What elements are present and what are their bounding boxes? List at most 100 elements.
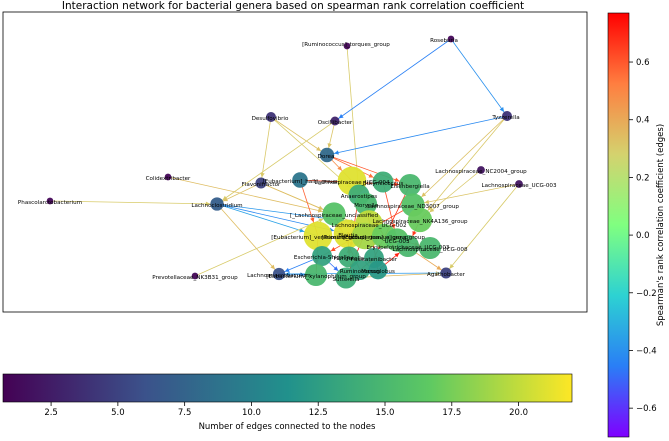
edge-phasco-lachnoclost xyxy=(49,200,218,205)
node-colorbar-tick-label: 12.5 xyxy=(309,408,328,418)
node-label: [Eubacterium]_ventriosum_group xyxy=(271,235,365,241)
node-flavo[interactable] xyxy=(255,177,267,189)
node-prevot[interactable] xyxy=(191,272,199,280)
node-colorbar-gradient xyxy=(2,373,573,403)
node-dorea[interactable] xyxy=(319,147,335,163)
node-label: Dorea xyxy=(318,154,335,160)
labels-layer: [Ruminococcus]_torques_group Roseburia Des… xyxy=(18,38,557,283)
edge-arrowhead-39 xyxy=(284,267,290,272)
node-erysip[interactable] xyxy=(396,234,420,258)
edge-arrowhead-40 xyxy=(333,266,339,271)
node-colide[interactable] xyxy=(164,173,172,181)
edge-arrowhead-28 xyxy=(391,223,396,229)
node-butyr[interactable] xyxy=(372,171,394,193)
node-eubhal[interactable] xyxy=(292,172,308,188)
node-colorbar-tick-label: 15.0 xyxy=(376,408,395,418)
node-label: Colidextribacter xyxy=(146,176,191,182)
edge-arrowhead-20 xyxy=(318,218,324,223)
node-phasco[interactable] xyxy=(46,197,54,205)
edge-arrowhead-49 xyxy=(285,271,290,277)
edge-arrowhead-7 xyxy=(327,143,332,148)
node-lachnoanaero[interactable] xyxy=(272,267,286,281)
node-label: [Ruminococcus]_gnavus_group xyxy=(322,235,409,241)
node-label: Sutterella xyxy=(332,277,359,283)
edge-arrowhead-21 xyxy=(368,173,374,178)
node-label: Roseburia xyxy=(430,38,458,44)
edge-colorbar-gradient xyxy=(607,12,630,438)
node-tyzz[interactable] xyxy=(502,111,512,121)
node-lachnc[interactable] xyxy=(477,166,485,174)
node-roseburia[interactable] xyxy=(447,35,455,43)
node-label: Monoglobus xyxy=(361,269,395,275)
node-label: Anaerostipes xyxy=(341,194,377,200)
node-colorbar-tick-label: 10.0 xyxy=(242,408,261,418)
node-label: [Ruminococcus]_torques_group xyxy=(302,42,390,48)
edge-arrowhead-9 xyxy=(427,205,433,211)
node-eubvent[interactable] xyxy=(303,221,333,251)
node-label: Agathobacter xyxy=(427,272,466,278)
node-lucg8[interactable] xyxy=(418,236,442,260)
node-label: Lachnospiraceae_UCG-008 xyxy=(392,247,468,253)
node-lachnoclost[interactable] xyxy=(210,197,224,211)
node-ruminoc[interactable] xyxy=(350,260,370,280)
node-oscill[interactable] xyxy=(330,116,340,126)
node-eubxyl[interactable] xyxy=(304,263,328,287)
edge-arrowhead-10 xyxy=(421,192,427,198)
edge-colide-flachno xyxy=(167,176,335,215)
node-label: Blautia xyxy=(338,233,358,239)
edge-roseburia-tyzz xyxy=(450,38,508,117)
node-label: UCG-003 xyxy=(384,239,409,245)
edge-colorbar-tick-label: 0.0 xyxy=(636,231,650,241)
node-moryella[interactable] xyxy=(354,192,378,216)
node-label: [_Lachnospiraceae_unclassified xyxy=(290,213,379,219)
node-colorbar-tick-label: 2.5 xyxy=(44,408,58,418)
node-lucg3[interactable] xyxy=(515,180,523,188)
edge-arrowhead-43 xyxy=(394,252,400,258)
node-label: Lachnospiraceae_NC2004_group xyxy=(435,169,527,175)
node-nk4a[interactable] xyxy=(407,207,433,233)
node-label: Erysipelotrichaceae_UCG-003 xyxy=(367,245,450,251)
edge-lucg3-agatho xyxy=(445,183,520,274)
node-label: Lachnospiraceae_UCG-004 xyxy=(314,180,390,186)
edge-colorbar-tick-label: 0.4 xyxy=(636,116,650,126)
node-desulfo[interactable] xyxy=(266,112,276,122)
network-plot-area xyxy=(2,11,588,313)
node-label: Escherichia-Shigella xyxy=(294,255,350,261)
edge-lachnoclost-lachnoanaero xyxy=(216,203,280,275)
node-eisen[interactable] xyxy=(398,173,422,197)
nodes-layer xyxy=(46,35,523,289)
node-monog[interactable] xyxy=(368,260,388,280)
node-agatho[interactable] xyxy=(440,267,452,279)
node-escher[interactable] xyxy=(312,246,332,266)
node-rumino[interactable] xyxy=(343,42,351,50)
edge-arrowhead-27 xyxy=(310,217,315,223)
node-label: [Eubacterium]_eligens_group xyxy=(343,235,425,241)
edge-arrowhead-22 xyxy=(337,165,343,171)
edge-lucg3-lnd3007 xyxy=(412,183,520,206)
node-label: Fusicatenibacter xyxy=(351,257,398,263)
edge-arrowhead-4 xyxy=(338,114,344,119)
edge-arrowhead-44 xyxy=(394,182,399,187)
node-rumgn[interactable] xyxy=(351,222,379,250)
node-label: Eisenbergiella xyxy=(390,184,429,190)
node-flachno[interactable] xyxy=(322,202,346,226)
edge-colorbar-label: Spearman's rank correlation coefficient … xyxy=(656,124,666,326)
edge-arrowhead-5 xyxy=(499,107,505,112)
node-label: Lachnospiraceae_UCG-002 xyxy=(331,223,406,229)
node-label: Lachnoclostridium xyxy=(191,203,242,209)
node-colorbar-tick-label: 17.5 xyxy=(442,408,461,418)
edge-arrowhead-25 xyxy=(424,199,430,205)
node-colorbar-tick-label: 20.0 xyxy=(509,408,528,418)
edge-colorbar-tick-label: 0.2 xyxy=(636,173,650,183)
node-label: Prevotellaceae_NK3B31_group xyxy=(152,275,238,281)
edge-tyzz-nk4a xyxy=(419,115,508,221)
edge-arrowhead-24 xyxy=(429,207,435,213)
edge-colorbar-ticks: 0.6 0.4 0.2 0.0 −0.2 −0.4 −0.6 xyxy=(629,58,657,414)
edge-arrowhead-33 xyxy=(412,230,417,236)
node-colorbar-tick-label: 5.0 xyxy=(111,408,125,418)
node-label: Desulfovibrio xyxy=(252,116,289,122)
node-label: Lachnospiraceae_NK4A136_group xyxy=(372,219,467,225)
node-label: Lachnospiraceae_UCG-003 xyxy=(481,183,557,189)
node-label: [Eubacterium]_xylanophilum_group xyxy=(266,274,366,280)
